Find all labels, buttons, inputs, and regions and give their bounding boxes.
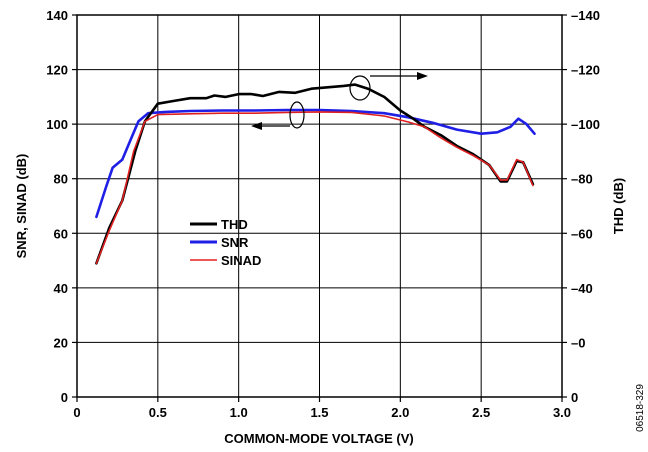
y-left-tick-label: 80 [54, 172, 68, 187]
y-right-tick-labels: 0 –0 –40 –60 –80 –100 –120 –140 [571, 8, 600, 405]
y-left-tick-label: 20 [54, 335, 68, 350]
series-line-sinad [95, 111, 534, 265]
y-right-axis-title: THD (dB) [611, 178, 626, 234]
y-left-tick-label: 40 [54, 281, 68, 296]
y-left-tick-label: 120 [46, 63, 68, 78]
snr-sinad-arrowhead [251, 122, 262, 130]
y-right-tick-label: –60 [571, 226, 593, 241]
y-right-tick-label: –100 [571, 117, 600, 132]
figure-code: 06518-329 [635, 384, 646, 432]
y-left-tick-label: 100 [46, 117, 68, 132]
y-left-tick-labels: 0 20 40 60 80 100 120 140 [46, 8, 68, 405]
y-right-tick-label: –0 [571, 335, 585, 350]
legend-label-sinad: SINAD [221, 253, 261, 268]
series-lines [95, 83, 536, 265]
thd-arrowhead [417, 72, 428, 80]
y-left-tick-label: 140 [46, 8, 68, 23]
y-right-tick-label: –40 [571, 281, 593, 296]
x-tick-label: 2.0 [391, 405, 409, 420]
x-tick-label: 0 [73, 405, 80, 420]
legend-label-thd: THD [221, 217, 248, 232]
y-left-axis-title: SNR, SINAD (dB) [14, 154, 29, 259]
series-line-snr [95, 108, 536, 219]
y-right-tick-label: –140 [571, 8, 600, 23]
annotation-snr-sinad [251, 101, 305, 130]
y-right-tick-label: –80 [571, 172, 593, 187]
x-tick-label: 0.5 [149, 405, 167, 420]
x-tick-labels: 0 0.5 1.0 1.5 2.0 2.5 3.0 [73, 405, 571, 420]
y-left-tick-label: 0 [61, 390, 68, 405]
x-axis-title: COMMON-MODE VOLTAGE (V) [224, 431, 413, 446]
snr-sinad-ellipse [289, 101, 305, 129]
y-right-tick-label: –120 [571, 63, 600, 78]
annotation-thd [349, 72, 428, 101]
x-tick-label: 1.5 [310, 405, 328, 420]
grid-lines [77, 15, 562, 397]
y-left-tick-label: 60 [54, 226, 68, 241]
x-tick-label: 3.0 [553, 405, 571, 420]
x-tick-label: 2.5 [472, 405, 490, 420]
x-tick-label: 1.0 [230, 405, 248, 420]
legend-label-snr: SNR [221, 235, 249, 250]
tick-marks [72, 14, 567, 402]
legend: THD SNR SINAD [190, 217, 261, 268]
y-right-tick-label: 0 [571, 390, 578, 405]
thd-ellipse [349, 75, 371, 101]
